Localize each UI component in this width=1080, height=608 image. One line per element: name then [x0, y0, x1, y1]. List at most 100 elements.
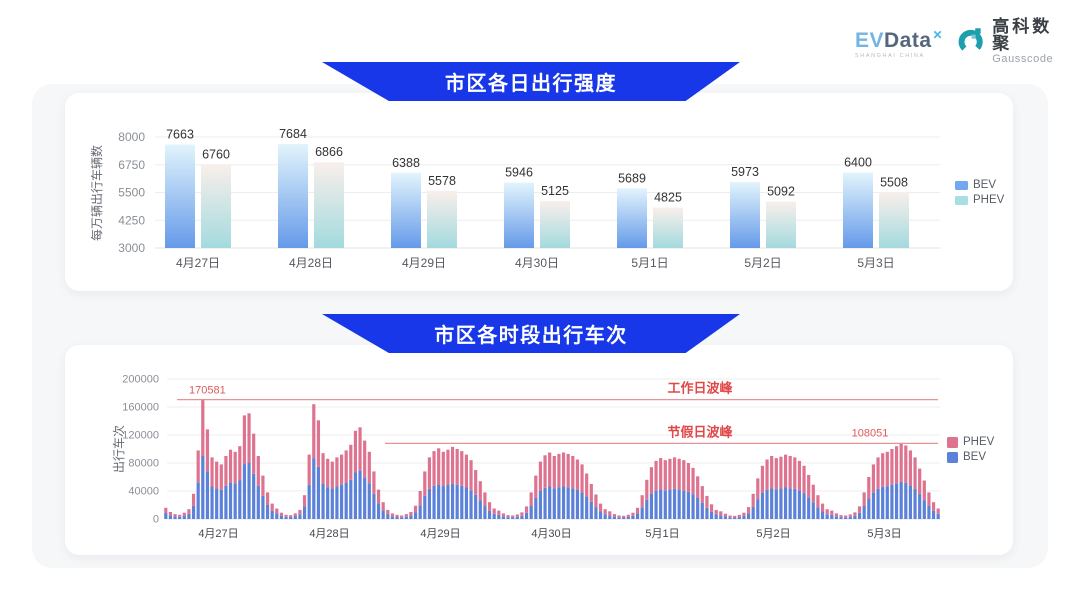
- bev-hour-bar[interactable]: [608, 515, 612, 519]
- bev-hour-bar[interactable]: [931, 510, 936, 519]
- phev-hour-bar[interactable]: [205, 429, 210, 472]
- phev-hour-bar[interactable]: [469, 460, 473, 491]
- bev-hour-bar[interactable]: [709, 511, 714, 519]
- phev-hour-bar[interactable]: [714, 509, 718, 515]
- bev-hour-bar[interactable]: [376, 503, 381, 519]
- bev-hour-bar[interactable]: [256, 485, 260, 519]
- phev-hour-bar[interactable]: [552, 456, 556, 489]
- phev-hour-bar[interactable]: [622, 515, 626, 518]
- bev-hour-bar[interactable]: [215, 488, 219, 519]
- phev-hour-bar[interactable]: [224, 456, 228, 486]
- bev-hour-bar[interactable]: [178, 516, 182, 519]
- bev-hour-bar[interactable]: [446, 485, 450, 519]
- bev-hour-bar[interactable]: [617, 517, 621, 519]
- phev-hour-bar[interactable]: [793, 457, 797, 489]
- bev-hour-bar[interactable]: [455, 484, 459, 519]
- bev-hour-bar[interactable]: [802, 493, 806, 519]
- bev-hour-bar[interactable]: [548, 486, 552, 519]
- bev-hour-bar[interactable]: [316, 466, 321, 519]
- bev-hour-bar[interactable]: [552, 488, 556, 519]
- phev-hour-bar[interactable]: [918, 468, 922, 495]
- phev-hour-bar[interactable]: [238, 446, 242, 481]
- bev-hour-bar[interactable]: [427, 488, 432, 519]
- phev-hour-bar[interactable]: [876, 457, 880, 489]
- phev-hour-bar[interactable]: [659, 458, 663, 490]
- bev-hour-bar[interactable]: [247, 463, 251, 519]
- phev-hour-bar[interactable]: [742, 512, 746, 516]
- bev-hour-bar[interactable]: [437, 484, 441, 519]
- phev-hour-bar[interactable]: [492, 508, 496, 514]
- bev-hour-bar[interactable]: [783, 487, 788, 520]
- phev-hour-bar[interactable]: [894, 446, 899, 484]
- bev-hour-bar[interactable]: [853, 515, 857, 519]
- phev-hour-bar[interactable]: [330, 461, 334, 489]
- bev-hour-bar[interactable]: [423, 495, 427, 519]
- bev-hour-bar[interactable]: [793, 488, 797, 519]
- bev-hour-bar[interactable]: [367, 483, 371, 519]
- phev-hour-bar[interactable]: [728, 515, 732, 518]
- phev-hour-bar[interactable]: [390, 513, 395, 517]
- phev-hour-bar[interactable]: [242, 415, 247, 465]
- bev-hour-bar[interactable]: [224, 485, 228, 519]
- bev-hour-bar[interactable]: [881, 486, 885, 519]
- phev-hour-bar[interactable]: [210, 457, 214, 487]
- phev-hour-bar[interactable]: [293, 513, 297, 517]
- bev-hour-bar[interactable]: [816, 507, 820, 519]
- phev-hour-bar[interactable]: [270, 503, 274, 511]
- phev-hour-bar[interactable]: [700, 486, 704, 503]
- phev-hour-bar[interactable]: [215, 461, 219, 489]
- bev-hour-bar[interactable]: [524, 512, 529, 519]
- legend-item-bev[interactable]: BEV: [947, 451, 994, 463]
- bev-hour-bar[interactable]: [501, 516, 506, 519]
- phev-hour-bar[interactable]: [363, 440, 367, 478]
- legend-item-phev[interactable]: PHEV: [955, 194, 1004, 206]
- bev-hour-bar[interactable]: [321, 484, 325, 519]
- phev-hour-bar[interactable]: [256, 456, 260, 486]
- bev-hour-bar[interactable]: [543, 487, 547, 519]
- phev-hour-bar[interactable]: [686, 463, 691, 492]
- phev-hour-bar[interactable]: [524, 506, 529, 513]
- phev-hour-bar[interactable]: [612, 514, 617, 517]
- bev-hour-bar[interactable]: [733, 517, 737, 519]
- bev-hour-bar[interactable]: [173, 516, 177, 519]
- phev-hour-bar[interactable]: [381, 502, 385, 511]
- phev-hour-bar[interactable]: [709, 504, 714, 512]
- phev-hour-bar[interactable]: [372, 471, 376, 494]
- bev-hour-bar[interactable]: [205, 471, 210, 519]
- phev-bar[interactable]: [879, 192, 909, 248]
- phev-hour-bar[interactable]: [566, 453, 570, 488]
- bev-hour-bar[interactable]: [561, 486, 566, 519]
- bev-hour-bar[interactable]: [233, 483, 237, 519]
- bev-hour-bar[interactable]: [654, 490, 658, 519]
- phev-hour-bar[interactable]: [853, 512, 857, 516]
- bev-hour-bar[interactable]: [404, 516, 408, 519]
- phev-hour-bar[interactable]: [261, 475, 265, 496]
- bev-hour-bar[interactable]: [478, 500, 482, 519]
- phev-hour-bar[interactable]: [913, 457, 917, 489]
- bev-hour-bar[interactable]: [432, 485, 436, 519]
- bev-hour-bar[interactable]: [908, 485, 913, 519]
- bev-hour-bar[interactable]: [672, 488, 677, 519]
- bev-hour-bar[interactable]: [196, 482, 200, 519]
- bev-hour-bar[interactable]: [691, 494, 695, 519]
- phev-hour-bar[interactable]: [168, 512, 173, 516]
- bev-hour-bar[interactable]: [839, 517, 843, 519]
- bev-hour-bar[interactable]: [312, 458, 316, 519]
- bev-hour-bar[interactable]: [474, 494, 478, 519]
- phev-hour-bar[interactable]: [751, 493, 755, 507]
- phev-hour-bar[interactable]: [770, 456, 774, 489]
- phev-hour-bar[interactable]: [830, 510, 834, 515]
- bev-hour-bar[interactable]: [719, 515, 723, 519]
- legend-item-phev[interactable]: PHEV: [947, 436, 994, 448]
- bev-hour-bar[interactable]: [464, 487, 469, 520]
- bev-hour-bar[interactable]: [358, 470, 362, 519]
- phev-hour-bar[interactable]: [298, 509, 302, 515]
- bev-hour-bar[interactable]: [751, 506, 755, 519]
- phev-hour-bar[interactable]: [191, 493, 196, 506]
- phev-hour-bar[interactable]: [580, 464, 584, 493]
- bev-hour-bar[interactable]: [585, 496, 589, 519]
- bev-hour-bar[interactable]: [511, 517, 515, 519]
- bev-hour-bar[interactable]: [737, 516, 741, 519]
- phev-hour-bar[interactable]: [899, 443, 903, 482]
- bev-hour-bar[interactable]: [696, 498, 700, 519]
